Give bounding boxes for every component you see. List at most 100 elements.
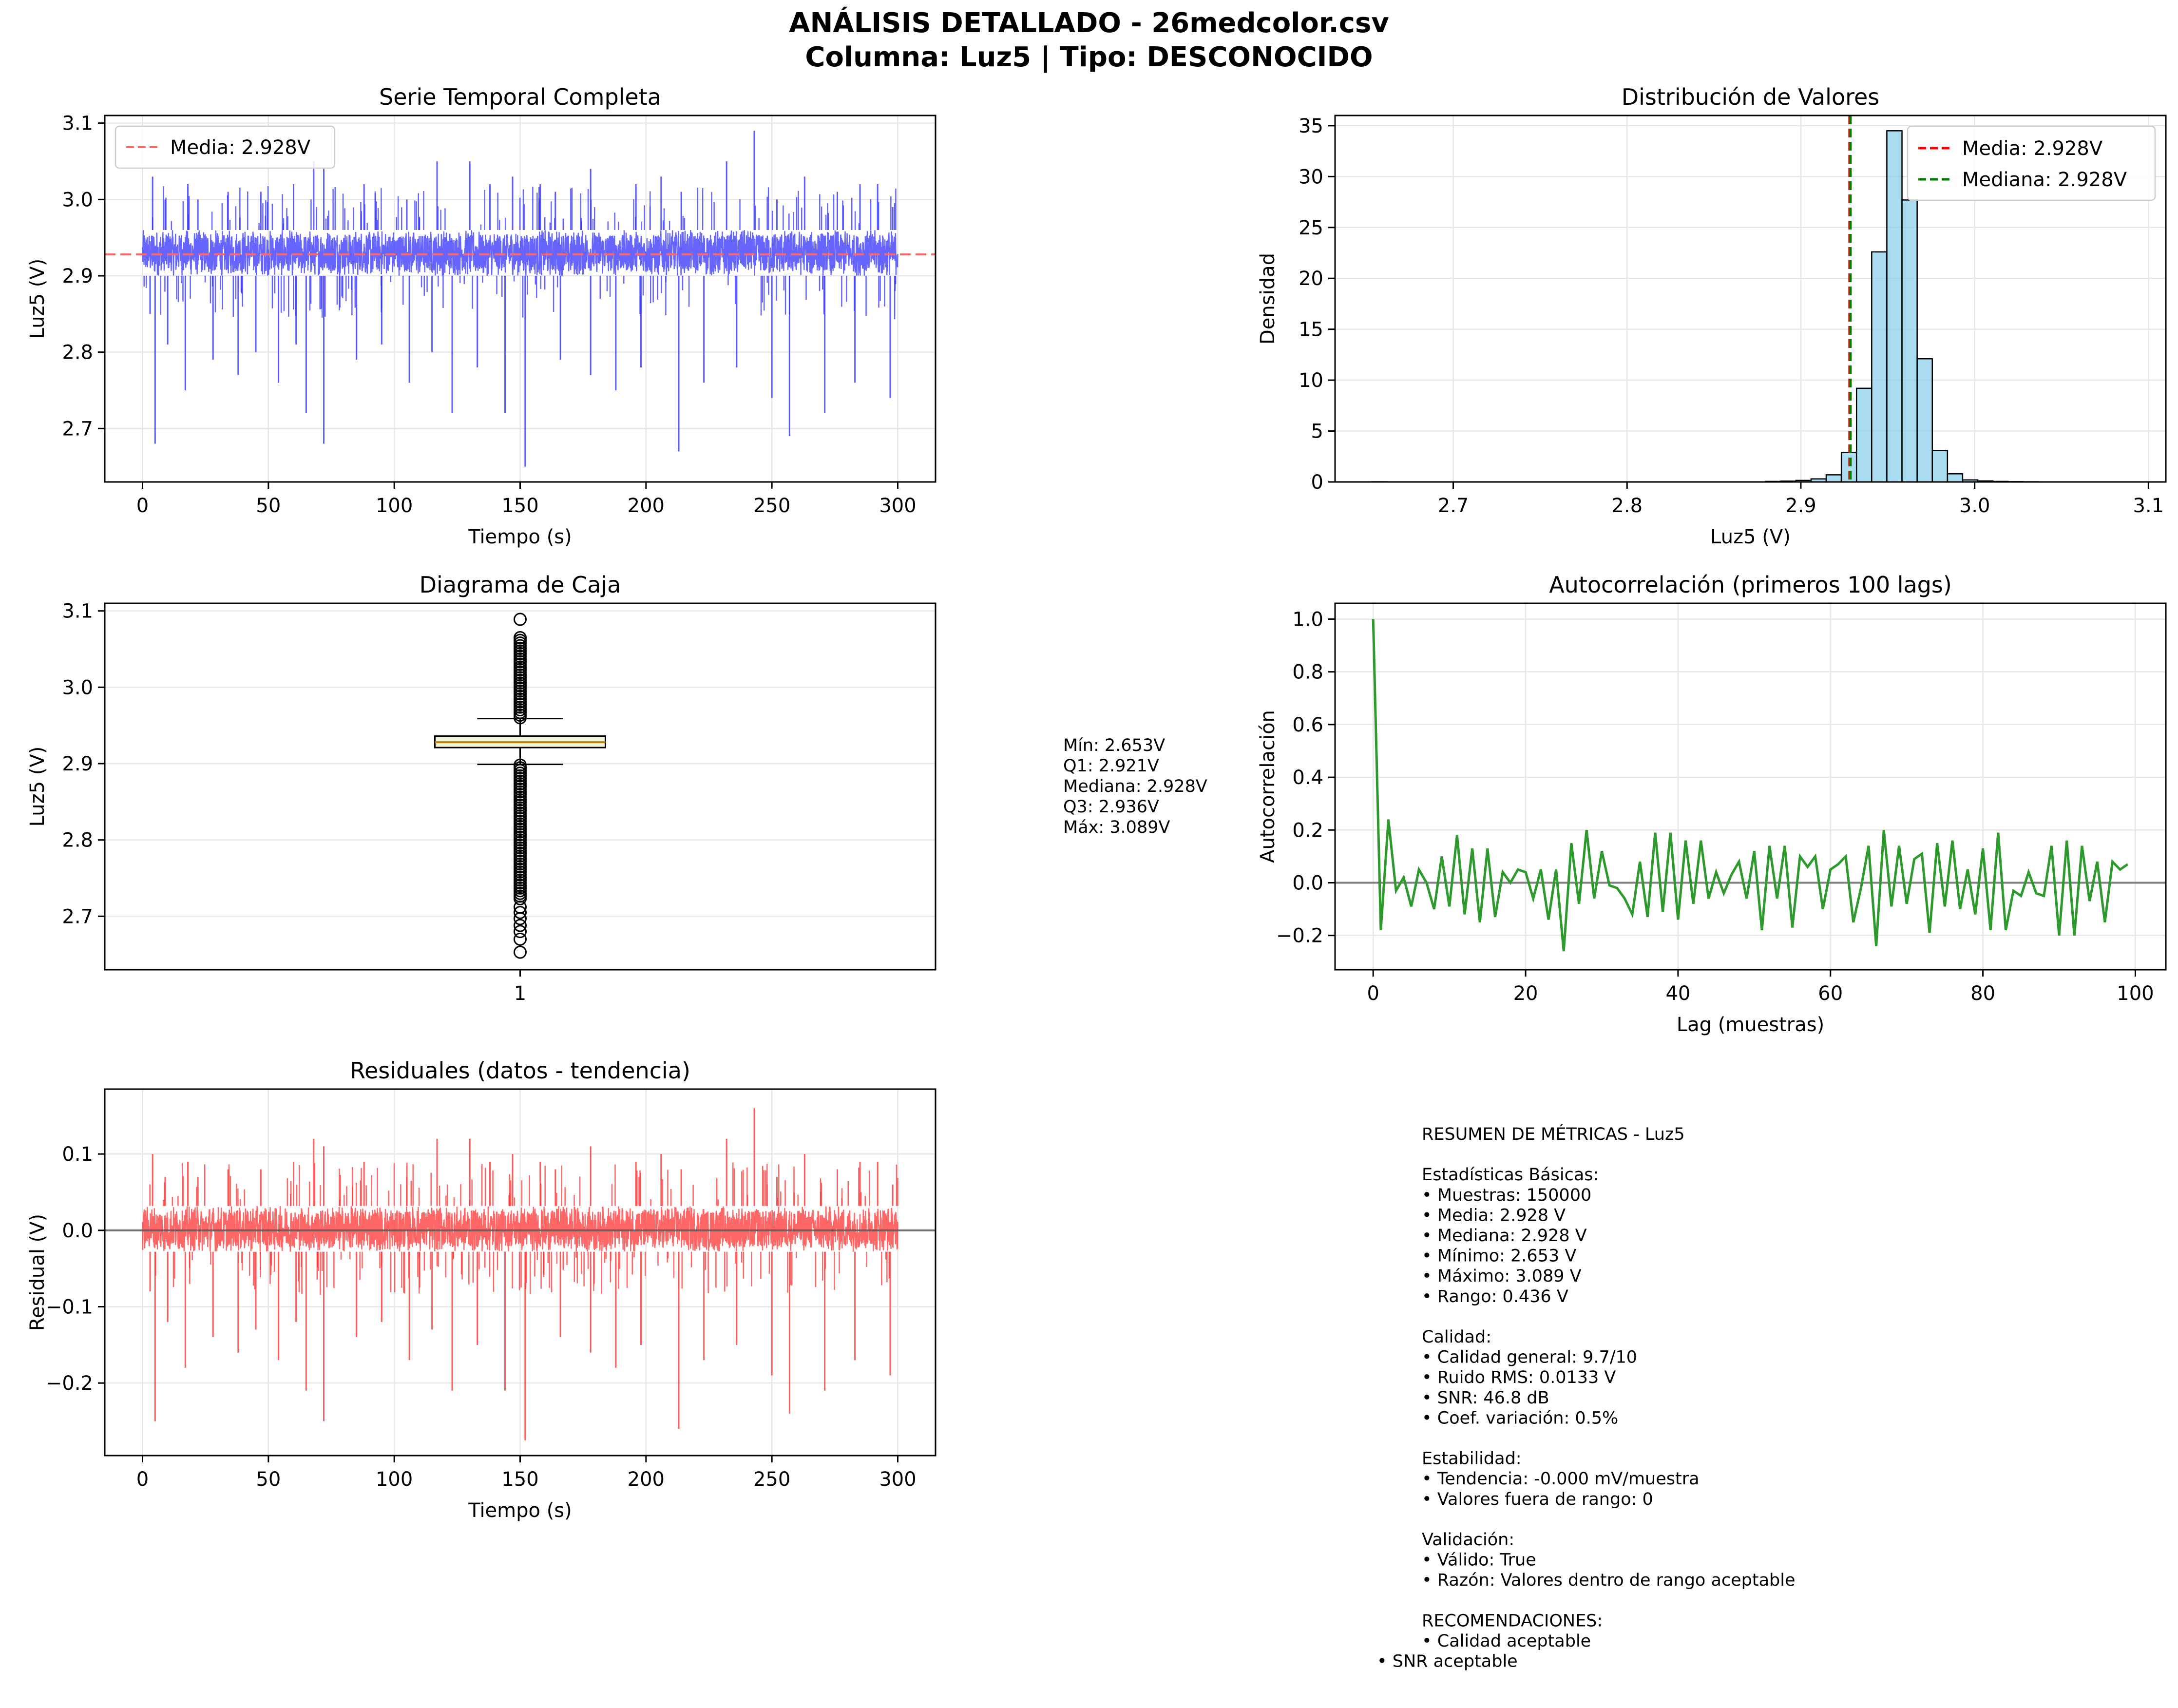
hist-bar: [1931, 449, 1949, 483]
x-tick-label: 50: [256, 495, 281, 517]
acf-line: [1372, 619, 2129, 952]
y-tick-label: 0.0: [62, 1220, 93, 1242]
summary-line: • Mínimo: 2.653 V: [1422, 1247, 1576, 1266]
panel-residuals: −0.2 −0.1 0.0 0.1 0 50 100 150 200 250 300 Residual…: [26, 1057, 936, 1522]
hist-bar: [1871, 251, 1888, 483]
y-tick-label: 3.0: [62, 189, 93, 211]
x-tick-label: 250: [753, 495, 790, 517]
y-axis-label: Autocorrelación: [1257, 710, 1279, 863]
hist-bar: [1855, 387, 1872, 483]
y-tick-label: 0.0: [1292, 872, 1323, 894]
x-axis-label: Luz5 (V): [1710, 526, 1791, 548]
summary-line: • Muestras: 150000: [1422, 1186, 1591, 1205]
box-stat-line: Máx: 3.089V: [1063, 818, 1170, 837]
x-tick-label: 80: [1970, 982, 1995, 1005]
fliers: [514, 613, 527, 959]
panel-title: Serie Temporal Completa: [379, 84, 661, 110]
x-tick-label: 60: [1818, 982, 1843, 1005]
x-tick-label: 3.1: [2133, 495, 2164, 517]
summary-line: • Máximo: 3.089 V: [1422, 1267, 1582, 1286]
box-stat-line: Q3: 2.936V: [1063, 797, 1159, 817]
flier-point: [514, 892, 527, 905]
axes-frame: [104, 115, 936, 483]
y-tick-label: 10: [1299, 369, 1323, 392]
x-axis-label: Lag (muestras): [1677, 1014, 1824, 1036]
axes-frame: [104, 602, 936, 971]
flier-point: [514, 631, 527, 644]
hist-bar: [1947, 473, 1964, 483]
panel-boxplot: 2.7 2.8 2.9 3.0 3.1 Diagrama de Caja Luz5 (V) 1: [26, 572, 936, 1005]
plot-area: [1335, 619, 2166, 952]
y-axis-label: Luz5 (V): [26, 259, 49, 339]
y-tick-label: −0.2: [46, 1372, 93, 1395]
x-tick-label: 2.7: [1438, 495, 1469, 517]
panel-title: Diagrama de Caja: [420, 572, 621, 598]
x-axis-label: Tiempo (s): [468, 526, 572, 548]
panel-histogram: 0 5 10 15 20 25 30 35 2.7 2.8 2.9 3.0 3.1 Distribució…: [1257, 84, 2167, 548]
y-axis-label: Luz5 (V): [26, 747, 49, 827]
y-tick-label: 3.1: [62, 113, 93, 135]
hist-bar: [1901, 199, 1918, 483]
y-tick-label: 3.1: [62, 600, 93, 623]
x-tick-label: 0: [136, 495, 149, 517]
hist-bar: [1886, 130, 1903, 483]
y-tick-label: 15: [1299, 319, 1323, 341]
summary-line: • SNR: 46.8 dB: [1422, 1388, 1549, 1408]
summary-line: • Válido: True: [1422, 1551, 1536, 1570]
suptitle-line2: Columna: Luz5 | Tipo: DESCONOCIDO: [805, 41, 1373, 73]
summary-line: • Calidad general: 9.7/10: [1422, 1348, 1637, 1367]
y-tick-label: 0.8: [1292, 661, 1323, 684]
axes-frame: [1334, 115, 2167, 483]
metrics-summary: RESUMEN DE MÉTRICAS - Luz5 Estadísticas B…: [1377, 1124, 1796, 1671]
summary-line: RESUMEN DE MÉTRICAS - Luz5: [1422, 1124, 1685, 1144]
y-tick-label: 25: [1299, 217, 1323, 239]
y-tick-label: 2.9: [62, 753, 93, 775]
flier-point: [514, 906, 527, 919]
panel-title: Residuales (datos - tendencia): [350, 1057, 690, 1084]
summary-line: Estabilidad:: [1422, 1449, 1522, 1469]
x-tick-label: 40: [1665, 982, 1690, 1005]
axes-frame: [104, 1088, 936, 1457]
panel-title: Autocorrelación (primeros 100 lags): [1549, 572, 1952, 598]
axes-frame: [1334, 602, 2167, 971]
y-tick-label: 30: [1299, 166, 1323, 188]
x-tick-label: 300: [879, 1468, 916, 1491]
y-tick-label: 0.2: [1292, 819, 1323, 842]
panel-autocorrelation: −0.2 0.0 0.2 0.4 0.6 0.8 1.0 0 20 40 60 80 100 Autoco…: [1257, 572, 2167, 1036]
panel-time-series: 2.7 2.8 2.9 3.0 3.1 0 50 100 150 200 250 300 Serie T…: [26, 84, 936, 548]
summary-line: • Valores fuera de rango: 0: [1422, 1490, 1653, 1509]
y-tick-label: 1.0: [1292, 608, 1323, 631]
flier-point: [514, 912, 527, 925]
legend-label: Media: 2.928V: [170, 136, 311, 159]
flier-point: [514, 925, 527, 939]
x-tick-label: 50: [256, 1468, 281, 1491]
x-tick-label: 200: [628, 1468, 665, 1491]
y-tick-label: 2.8: [62, 342, 93, 364]
x-tick-label: 250: [753, 1468, 790, 1491]
summary-line: • Razón: Valores dentro de rango aceptab…: [1422, 1571, 1796, 1590]
flier-point: [514, 932, 527, 946]
summary-line: Estadísticas Básicas:: [1422, 1165, 1599, 1185]
y-tick-label: −0.1: [46, 1296, 93, 1319]
y-tick-label: −0.2: [1276, 925, 1323, 947]
suptitle-line1: ANÁLISIS DETALLADO - 26medcolor.csv: [789, 7, 1389, 39]
y-tick-label: 0.4: [1292, 767, 1323, 789]
x-axis-label: Tiempo (s): [468, 1499, 572, 1522]
y-tick-label: 20: [1299, 268, 1323, 290]
box-stat-line: Mín: 2.653V: [1063, 736, 1165, 755]
plot-area: [434, 613, 606, 959]
x-tick-label: 150: [501, 1468, 538, 1491]
hist-bar: [1916, 358, 1933, 483]
y-tick-label: 5: [1311, 421, 1323, 443]
legend: Media: 2.928V: [115, 125, 336, 169]
y-tick-label: 0: [1311, 471, 1323, 494]
panel-title: Distribución de Valores: [1622, 84, 1880, 110]
x-tick-label: 300: [879, 495, 916, 517]
legend-box: [1907, 125, 2156, 201]
grid: [105, 115, 936, 482]
series-line: [142, 230, 898, 276]
y-tick-label: 3.0: [62, 676, 93, 699]
legend-label: Mediana: 2.928V: [1962, 169, 2127, 191]
